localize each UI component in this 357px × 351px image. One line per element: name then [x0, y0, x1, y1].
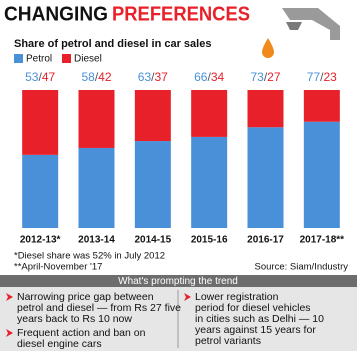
bullet-text: diesel engine cars	[17, 338, 102, 350]
value-label: 77/23	[307, 70, 337, 84]
x-tick-label: 2014-15	[134, 235, 171, 246]
x-tick-label: 2012-13*	[20, 235, 61, 246]
bar-segment	[247, 90, 284, 128]
panel-heading-bar	[0, 275, 357, 287]
source: Source: Siam/Industry	[255, 262, 349, 273]
bar-segment	[191, 136, 228, 228]
bullet-text: Frequent action and ban on	[17, 327, 146, 339]
x-tick-label: 2016-17	[247, 235, 284, 246]
value-label-part: 34	[211, 70, 225, 84]
bar-segment	[134, 90, 171, 142]
panel-heading: What's prompting the trend	[118, 276, 238, 287]
title-part: PREFERENCES	[112, 3, 250, 25]
label-separator: /	[95, 70, 99, 84]
value-label-part: 42	[98, 70, 112, 84]
subtitle: Share of petrol and diesel in car sales	[14, 38, 211, 50]
value-label: 73/27	[250, 70, 280, 84]
value-label-part: 58	[81, 70, 95, 84]
x-tick-label: 2017-18**	[300, 235, 345, 246]
value-label-part: 73	[250, 70, 264, 84]
bar-segment	[303, 121, 340, 228]
value-label: 63/37	[138, 70, 168, 84]
bullet-text: years against 15 years for	[195, 324, 316, 336]
bullet-text: period for diesel vehicles	[195, 302, 311, 314]
legend-label: Diesel	[74, 54, 102, 65]
value-label-part: 66	[194, 70, 208, 84]
value-label-part: 37	[155, 70, 169, 84]
bullet-arrow	[6, 293, 13, 301]
bullet-text: Lower registration	[195, 291, 279, 303]
label-separator: /	[151, 70, 155, 84]
bar-segment	[191, 90, 228, 137]
footnote: *Diesel share was 52% in July 2012	[14, 251, 165, 262]
legend-swatch	[62, 54, 71, 63]
value-label-part: 63	[138, 70, 152, 84]
bullet-arrow	[184, 293, 191, 301]
value-label-part: 77	[307, 70, 321, 84]
bar-segment	[134, 141, 171, 228]
fuel-pump-icon	[262, 8, 340, 58]
bullet-text: years back to Rs 10 now	[17, 313, 132, 325]
x-tick-label: 2013-14	[78, 235, 115, 246]
bullet-text: petrol and diesel — from Rs 27 five	[17, 302, 181, 314]
bar-segment	[78, 90, 115, 148]
legend-label: Petrol	[26, 54, 52, 65]
bar-segment	[78, 147, 115, 228]
bar-segment	[303, 90, 340, 122]
value-label: 58/42	[81, 70, 111, 84]
x-tick-label: 2015-16	[191, 235, 228, 246]
value-label-part: 23	[324, 70, 338, 84]
label-separator: /	[38, 70, 42, 84]
value-label-part: 27	[267, 70, 281, 84]
value-label-part: 47	[42, 70, 56, 84]
value-label: 66/34	[194, 70, 224, 84]
bar-segment	[247, 127, 284, 228]
label-separator: /	[320, 70, 324, 84]
label-separator: /	[207, 70, 211, 84]
bar-segment	[22, 154, 59, 228]
footnote: **April-November '17	[14, 262, 102, 273]
title-part: CHANGING	[4, 3, 108, 25]
legend-swatch	[14, 54, 23, 63]
bullet-text: petrol variants	[195, 335, 261, 347]
bullet-text: Narrowing price gap between	[17, 291, 154, 303]
value-label-part: 53	[25, 70, 39, 84]
value-label: 53/47	[25, 70, 55, 84]
bullet-arrow	[6, 329, 13, 337]
bullet-text: in cities such as Delhi — 10	[195, 313, 324, 325]
bar-segment	[22, 90, 59, 155]
label-separator: /	[264, 70, 268, 84]
